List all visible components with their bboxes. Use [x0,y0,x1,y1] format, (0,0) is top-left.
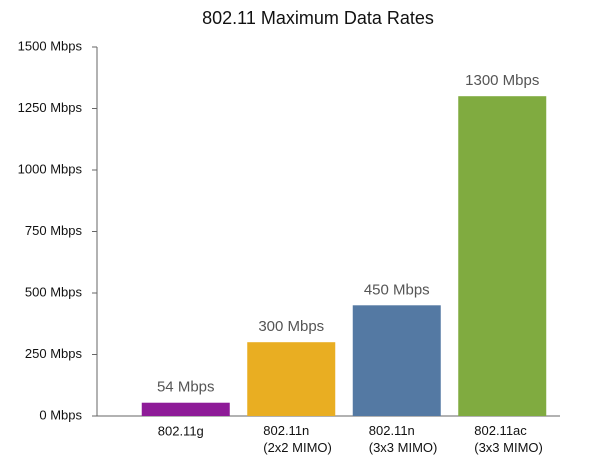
y-tick-label: 1250 Mbps [18,100,83,115]
x-tick-label: 802.11n (2x2 MIMO) [263,423,332,455]
chart-title: 802.11 Maximum Data Rates [202,8,434,28]
data-label: 54 Mbps [157,379,215,396]
bar [352,305,441,416]
y-tick-label: 750 Mbps [25,223,83,238]
y-tick-label: 250 Mbps [25,346,83,361]
y-tick-label: 1500 Mbps [18,38,83,53]
bar [458,96,547,416]
data-label: 300 Mbps [258,318,324,335]
y-tick-label: 0 Mbps [39,407,82,422]
x-tick-label: 802.11n (3x3 MIMO) [369,423,438,455]
data-label: 450 Mbps [364,281,430,298]
data-label: 1300 Mbps [465,72,539,89]
x-tick-label: 802.11g [158,423,204,438]
x-tick-label: 802.11ac (3x3 MIMO) [474,423,543,455]
bar [141,402,230,416]
y-tick-label: 500 Mbps [25,284,83,299]
bar [247,342,336,416]
y-tick-label: 1000 Mbps [18,161,83,176]
